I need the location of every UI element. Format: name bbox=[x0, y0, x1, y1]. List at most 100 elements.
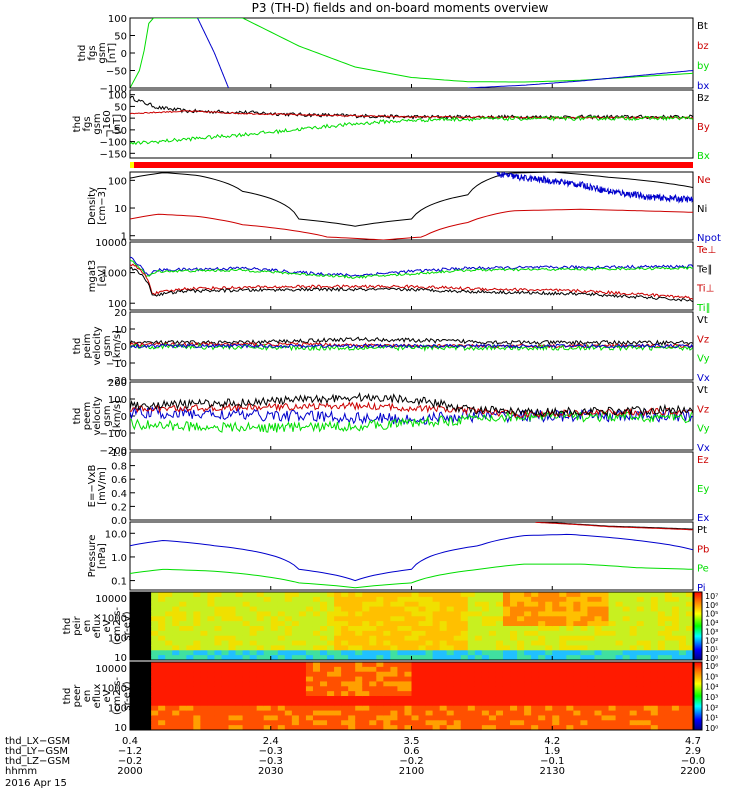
heatmap-cell bbox=[334, 640, 342, 647]
heatmap-cell bbox=[453, 630, 462, 637]
heatmap-cell bbox=[186, 725, 194, 730]
heatmap-cell bbox=[517, 725, 525, 730]
heatmap-cell bbox=[165, 616, 173, 622]
heatmap-cell bbox=[298, 621, 307, 627]
heatmap-cell bbox=[221, 671, 230, 678]
heatmap-cell bbox=[531, 662, 539, 668]
heatmap-cell bbox=[432, 621, 441, 627]
heatmap-cell bbox=[172, 606, 180, 613]
heatmap-cell bbox=[488, 592, 497, 598]
heatmap-cell bbox=[545, 696, 553, 702]
heatmap-cell bbox=[510, 645, 518, 651]
heatmap-cell bbox=[277, 705, 286, 712]
heatmap-cell bbox=[221, 705, 230, 712]
heatmap-cell bbox=[685, 650, 693, 656]
heatmap-cell bbox=[650, 626, 659, 632]
heatmap-cell bbox=[305, 705, 314, 712]
heatmap-cell bbox=[270, 710, 279, 717]
heatmap-cell bbox=[502, 601, 511, 608]
heatmap-cell bbox=[242, 700, 251, 707]
heatmap-cell bbox=[559, 606, 567, 613]
heatmap-cell bbox=[376, 700, 384, 707]
heatmap-cell bbox=[552, 710, 560, 717]
y-tick-label: 20 bbox=[114, 308, 127, 319]
heatmap-cell bbox=[531, 606, 539, 613]
heatmap-cell bbox=[538, 686, 546, 692]
heatmap-cell bbox=[594, 725, 603, 730]
heatmap-cell bbox=[481, 666, 490, 673]
heatmap-cell bbox=[678, 640, 687, 647]
heatmap-cell bbox=[650, 606, 659, 613]
heatmap-cell bbox=[685, 606, 693, 613]
legend-entry: Vt bbox=[697, 385, 708, 396]
heatmap-cell bbox=[355, 640, 363, 647]
heatmap-cell bbox=[165, 720, 173, 726]
heatmap-cell bbox=[517, 616, 525, 622]
heatmap-cell bbox=[524, 725, 532, 730]
series-Vy bbox=[130, 410, 693, 433]
heatmap-cell bbox=[636, 671, 645, 678]
heatmap-cell bbox=[214, 666, 223, 673]
heatmap-cell bbox=[418, 691, 427, 697]
heatmap-cell bbox=[348, 700, 356, 707]
heatmap-cell bbox=[559, 720, 567, 726]
heatmap-cell bbox=[312, 592, 321, 598]
y-tick-label: 1.0 bbox=[111, 448, 127, 459]
heatmap-cell bbox=[179, 710, 187, 717]
heatmap-cell bbox=[622, 681, 631, 687]
heatmap-cell bbox=[502, 630, 511, 637]
heatmap-cell bbox=[172, 611, 180, 617]
heatmap-cell bbox=[348, 626, 356, 632]
heatmap-cell bbox=[200, 616, 209, 622]
heatmap-cell bbox=[545, 616, 553, 622]
heatmap-cell bbox=[608, 715, 617, 721]
heatmap-cell bbox=[214, 676, 223, 683]
heatmap-cell bbox=[622, 700, 631, 707]
y-tick-label: 50 bbox=[114, 102, 127, 113]
heatmap-cell bbox=[538, 705, 546, 712]
heatmap-cell bbox=[305, 691, 314, 697]
heatmap-cell bbox=[305, 696, 314, 702]
heatmap-cell bbox=[327, 705, 335, 712]
heatmap-cell bbox=[580, 616, 589, 622]
heatmap-cell bbox=[179, 596, 187, 603]
heatmap-cell bbox=[650, 630, 659, 637]
heatmap-cell bbox=[298, 655, 307, 660]
heatmap-cell bbox=[524, 700, 532, 707]
heatmap-cell bbox=[397, 635, 406, 642]
heatmap-cell bbox=[671, 662, 680, 668]
heatmap-cell bbox=[151, 655, 159, 660]
heatmap-cell bbox=[545, 686, 553, 692]
heatmap-cell bbox=[481, 720, 490, 726]
heatmap-cell bbox=[355, 666, 363, 673]
heatmap-cell bbox=[320, 681, 328, 687]
heatmap-cell bbox=[481, 601, 490, 608]
heatmap-cell bbox=[446, 681, 455, 687]
heatmap-cell bbox=[348, 671, 356, 678]
heatmap-cell bbox=[580, 662, 589, 668]
heatmap-cell bbox=[418, 621, 427, 627]
heatmap-cell bbox=[418, 720, 427, 726]
heatmap-cell bbox=[355, 696, 363, 702]
heatmap-cell bbox=[439, 662, 448, 668]
heatmap-cell bbox=[312, 645, 321, 651]
heatmap-cell bbox=[601, 691, 610, 697]
heatmap-cell bbox=[664, 720, 673, 726]
heatmap-cell bbox=[235, 655, 244, 660]
heatmap-cell bbox=[327, 645, 335, 651]
heatmap-cell bbox=[643, 650, 652, 656]
heatmap-cell bbox=[580, 725, 589, 730]
heatmap-cell bbox=[664, 611, 673, 617]
heatmap-cell bbox=[277, 700, 286, 707]
heatmap-cell bbox=[390, 630, 399, 637]
heatmap-cell bbox=[524, 696, 532, 702]
heatmap-cell bbox=[320, 596, 328, 603]
heatmap-cell bbox=[355, 596, 363, 603]
heatmap-cell bbox=[165, 700, 173, 707]
heatmap-cell bbox=[263, 626, 272, 632]
heatmap-cell bbox=[594, 681, 603, 687]
heatmap-cell bbox=[524, 650, 532, 656]
heatmap-cell bbox=[643, 715, 652, 721]
series-Pb bbox=[535, 522, 693, 531]
